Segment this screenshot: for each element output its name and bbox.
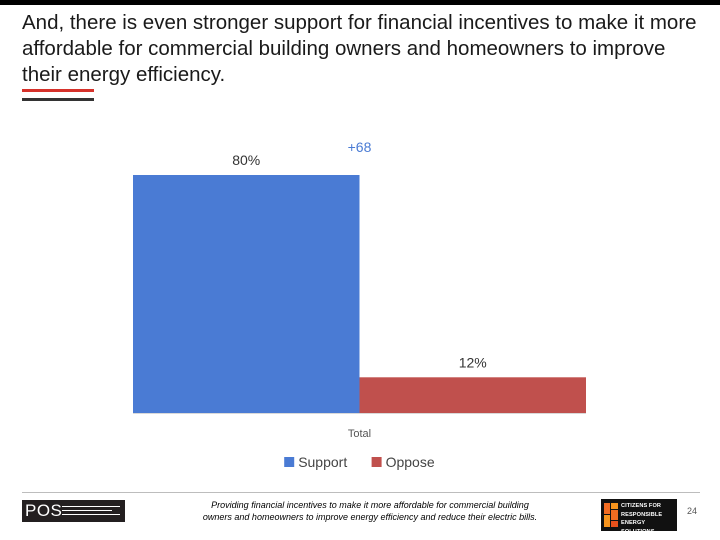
- title-accent-red-line: [22, 89, 94, 92]
- pos-logo-stripe: [62, 510, 112, 511]
- org-logo-line-1: CITIZENS FOR: [621, 503, 662, 509]
- page-number: 24: [687, 506, 698, 516]
- net-difference-annotation: +68: [348, 139, 372, 155]
- org-logo-line-2: RESPONSIBLE: [621, 511, 663, 518]
- org-logo-mark-icon: [604, 503, 618, 527]
- footer-divider: [22, 492, 700, 493]
- support-legend-label: Support: [298, 454, 347, 470]
- oppose-bar: [359, 377, 586, 413]
- bar-chart: 80% 12% +68 Total Support Oppose: [133, 139, 586, 470]
- footnote-line-1: Providing financial incentives to make i…: [211, 500, 529, 510]
- footnote-line-2: owners and homeowners to improve energy …: [202, 512, 538, 522]
- citizens-for-responsible-energy-solutions-logo: CITIZENS FOR RESPONSIBLE ENERGY SOLUTION…: [601, 499, 677, 535]
- pos-logo: POS: [22, 500, 125, 522]
- slide-title: And, there is even stronger support for …: [22, 11, 697, 86]
- pos-logo-text: POS: [25, 501, 63, 520]
- oppose-data-label: 12%: [459, 354, 487, 370]
- support-legend-swatch: [284, 457, 295, 467]
- pos-logo-stripe: [62, 506, 120, 507]
- pos-logo-stripe: [62, 514, 120, 515]
- oppose-legend-swatch: [371, 457, 382, 467]
- top-bar: [0, 0, 720, 5]
- org-logo-text: CITIZENS FOR RESPONSIBLE ENERGY SOLUTION…: [621, 502, 675, 536]
- support-data-label: 80%: [232, 152, 260, 168]
- title-accent-dark-line: [22, 98, 94, 101]
- oppose-legend-label: Oppose: [386, 454, 435, 470]
- category-label: Total: [348, 428, 371, 440]
- support-bar: [133, 175, 360, 413]
- question-footnote: Providing financial incentives to make i…: [170, 499, 570, 523]
- org-logo-line-3: ENERGY SOLUTIONS: [621, 520, 655, 535]
